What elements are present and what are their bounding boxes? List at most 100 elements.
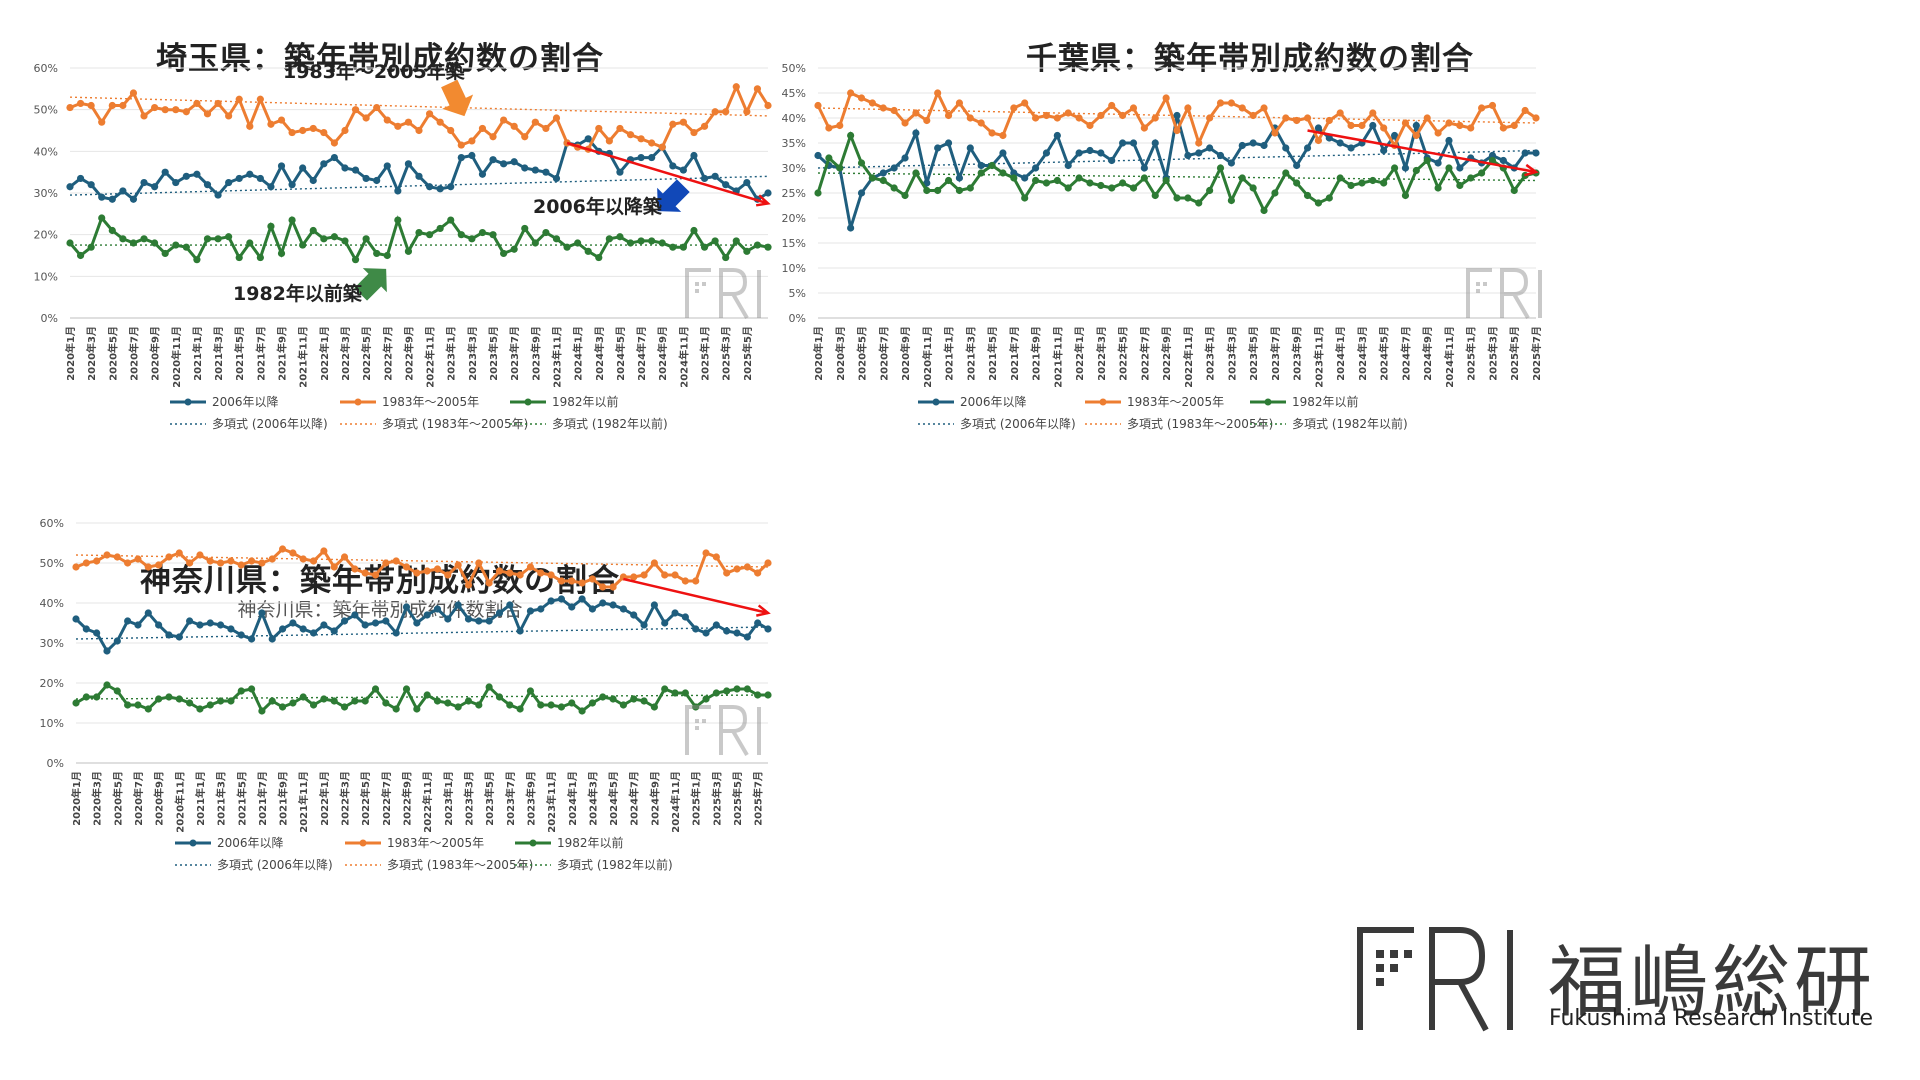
data-point-new — [464, 615, 473, 623]
data-point-mid — [671, 571, 679, 579]
data-point-new — [1129, 139, 1138, 147]
data-point-mid — [288, 128, 296, 137]
x-tick-label: 2021年1月 — [191, 326, 204, 381]
x-tick-label: 2024年7月 — [628, 771, 641, 826]
data-point-new — [1282, 144, 1290, 152]
data-point-new — [1021, 174, 1029, 182]
x-tick-label: 2025年1月 — [699, 326, 712, 381]
data-point-old — [868, 174, 876, 182]
data-point-new — [129, 195, 138, 203]
data-point-mid — [402, 563, 411, 571]
legend-marker-mid — [354, 398, 362, 406]
watermark-letter-f — [685, 705, 711, 755]
y-tick-label: 30% — [34, 187, 58, 200]
x-tick-label: 2021年11月 — [1051, 326, 1064, 388]
x-tick-label: 2023年7月 — [508, 326, 521, 381]
data-point-mid — [836, 121, 844, 130]
x-tick-label: 2022年3月 — [1095, 326, 1108, 381]
data-point-old — [1282, 169, 1290, 177]
data-point-new — [619, 605, 628, 613]
chart-kanagawa: 神奈川県：築年帯別成約数の割合 神奈川県：築年帯別成約件数割合 0% 10% 20%… — [0, 517, 960, 1080]
data-point-new — [246, 170, 254, 178]
legend-marker-new — [189, 839, 197, 847]
data-point-mid — [868, 99, 876, 107]
x-tick-label: 2025年3月 — [710, 771, 723, 826]
data-point-old — [552, 235, 561, 243]
data-point-old — [404, 247, 413, 255]
data-point-old — [340, 703, 349, 711]
data-point-mid — [537, 569, 545, 577]
data-point-new — [506, 601, 514, 609]
data-point-new — [640, 621, 648, 629]
data-point-mid — [847, 89, 855, 97]
data-point-new — [977, 161, 985, 170]
fri-logo-mark — [1357, 927, 1513, 1032]
y-tick-label: 5% — [789, 287, 806, 300]
data-point-new — [712, 621, 720, 629]
data-point-new — [847, 224, 855, 232]
data-point-old — [134, 701, 142, 709]
data-point-mid — [330, 139, 338, 147]
x-tick-label: 2021年11月 — [297, 326, 310, 388]
trend-arrow — [623, 577, 769, 615]
data-point-mid — [172, 106, 180, 114]
data-point-mid — [552, 114, 561, 122]
x-tick-label: 2023年7月 — [1269, 326, 1282, 381]
data-point-new — [373, 176, 381, 185]
data-point-new — [98, 193, 106, 201]
callout-arrow-old — [354, 268, 387, 301]
x-tick-label: 2025年7月 — [752, 771, 765, 826]
data-point-mid — [489, 133, 497, 141]
x-tick-label: 2021年1月 — [943, 326, 956, 381]
data-point-mid — [478, 124, 487, 133]
data-point-new — [521, 164, 529, 172]
data-point-old — [485, 683, 493, 691]
data-point-old — [733, 685, 741, 693]
data-point-new — [669, 162, 677, 170]
y-tick-label: 60% — [40, 517, 64, 530]
data-point-old — [588, 699, 597, 707]
data-point-old — [702, 695, 710, 703]
data-point-new — [268, 635, 276, 643]
chart-title-chiba: 千葉県：築年帯別成約数の割合 — [1026, 41, 1474, 77]
data-point-mid — [193, 99, 201, 108]
data-point-mid — [669, 120, 677, 128]
data-point-new — [309, 176, 317, 185]
data-point-old — [277, 249, 286, 258]
watermark-dot — [1476, 282, 1480, 286]
data-point-old — [151, 239, 159, 247]
chart-title-saitama: 埼玉県：築年帯別成約数の割合 — [156, 41, 604, 77]
data-point-new — [165, 631, 173, 639]
data-point-mid — [1184, 104, 1192, 112]
data-point-new — [489, 156, 497, 164]
data-point-old — [1173, 194, 1181, 202]
data-point-mid — [955, 99, 964, 107]
legend-marker-old — [1264, 398, 1272, 406]
data-point-mid — [912, 109, 920, 117]
data-point-new — [1184, 151, 1192, 160]
data-point-mid — [113, 553, 121, 561]
data-point-old — [129, 239, 138, 247]
data-point-new — [330, 627, 338, 635]
data-point-old — [955, 186, 964, 195]
data-point-old — [1108, 184, 1116, 192]
x-tick-label: 2023年1月 — [445, 326, 458, 381]
data-point-mid — [235, 95, 243, 103]
data-point-mid — [320, 128, 328, 137]
x-tick-label: 2022年9月 — [401, 771, 414, 826]
data-point-new — [475, 617, 483, 625]
data-point-mid — [299, 555, 307, 563]
data-point-mid — [1216, 99, 1225, 107]
data-point-old — [732, 237, 740, 245]
x-tick-label: 2023年1月 — [442, 771, 455, 826]
data-point-mid — [165, 553, 173, 561]
y-tick-label: 0% — [41, 312, 58, 325]
data-point-old — [825, 154, 833, 162]
data-point-mid — [425, 110, 434, 118]
data-point-old — [237, 687, 245, 695]
data-point-new — [764, 625, 772, 633]
data-point-new — [723, 627, 731, 635]
data-point-mid — [98, 118, 106, 126]
data-point-new — [711, 172, 719, 180]
data-point-old — [764, 691, 772, 699]
